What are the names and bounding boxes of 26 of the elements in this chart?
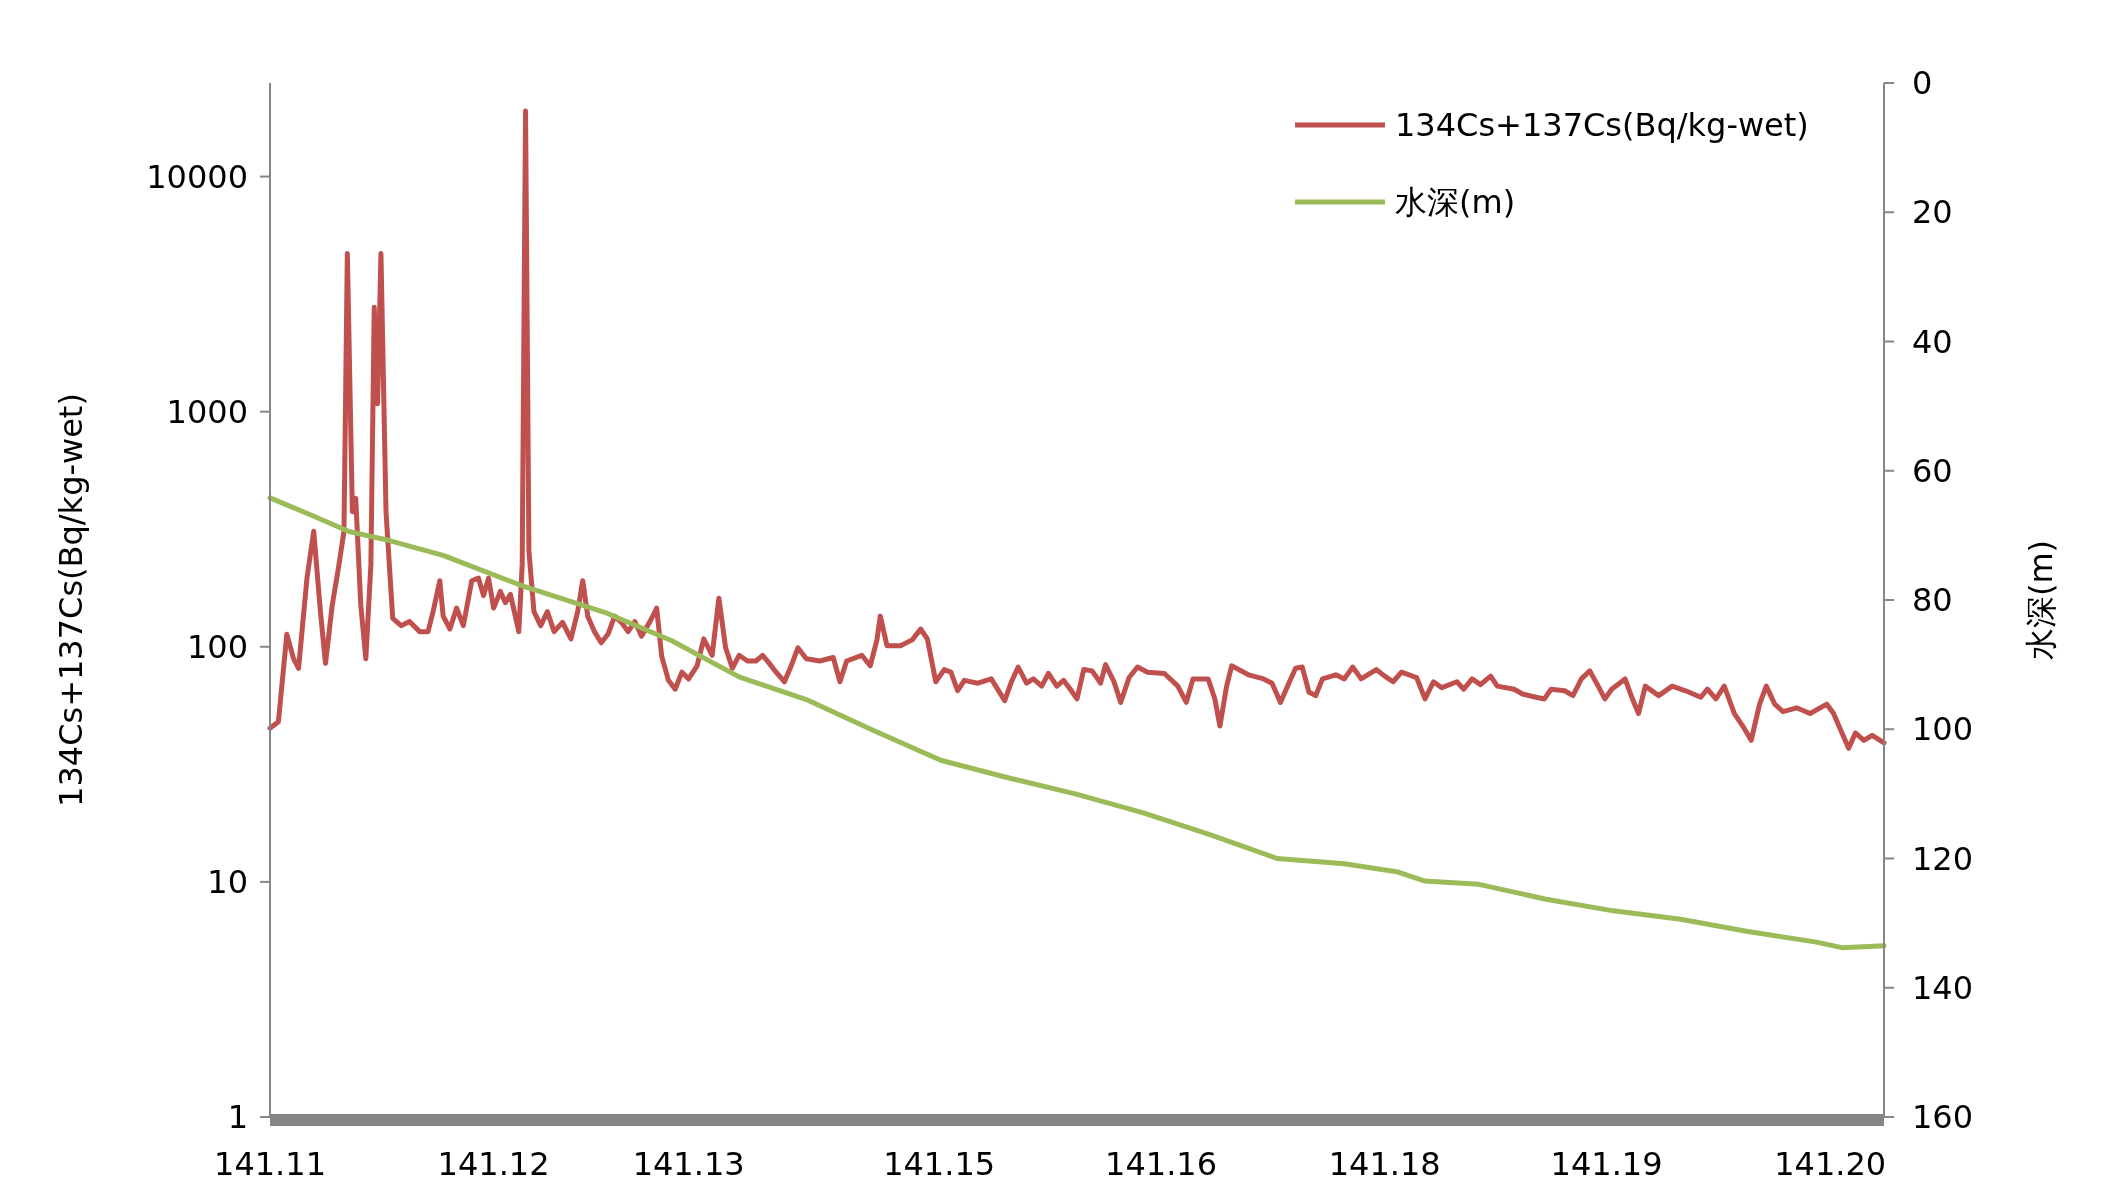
- x-tick-label: 141.18: [1328, 1145, 1441, 1183]
- y2-tick-label: 140: [1912, 968, 1974, 1007]
- x-tick-label: 141.13: [632, 1145, 745, 1183]
- legend-label: 134Cs+137Cs(Bq/kg-wet): [1395, 106, 1809, 144]
- y2-tick-label: 20: [1912, 193, 1953, 232]
- y-tick-label: 10: [207, 862, 248, 901]
- y2-tick-label: 100: [1912, 710, 1974, 749]
- y-tick-label: 10000: [146, 157, 248, 196]
- y2-tick-label: 0: [1912, 64, 1933, 102]
- y-axis-title: 134Cs+137Cs(Bq/kg-wet): [52, 393, 90, 807]
- x-tick-label: 141.20: [1774, 1145, 1887, 1183]
- y-tick-label: 100: [186, 627, 248, 666]
- y2-tick-label: 160: [1912, 1098, 1974, 1136]
- legend-label: 水深(m): [1395, 183, 1516, 221]
- y2-tick-label: 40: [1912, 322, 1953, 361]
- x-tick-label: 141.15: [883, 1145, 996, 1183]
- y2-tick-label: 80: [1912, 581, 1953, 619]
- x-tick-label: 141.12: [437, 1145, 550, 1183]
- y2-axis-title: 水深(m): [2022, 539, 2060, 661]
- y2-tick-label: 60: [1912, 451, 1953, 490]
- y-tick-label: 1: [227, 1098, 248, 1136]
- y-tick-label: 1000: [166, 392, 248, 431]
- x-tick-label: 141.19: [1550, 1145, 1663, 1183]
- y2-tick-label: 120: [1912, 839, 1974, 878]
- x-tick-label: 141.16: [1105, 1145, 1218, 1183]
- x-tick-label: 141.11: [214, 1145, 326, 1183]
